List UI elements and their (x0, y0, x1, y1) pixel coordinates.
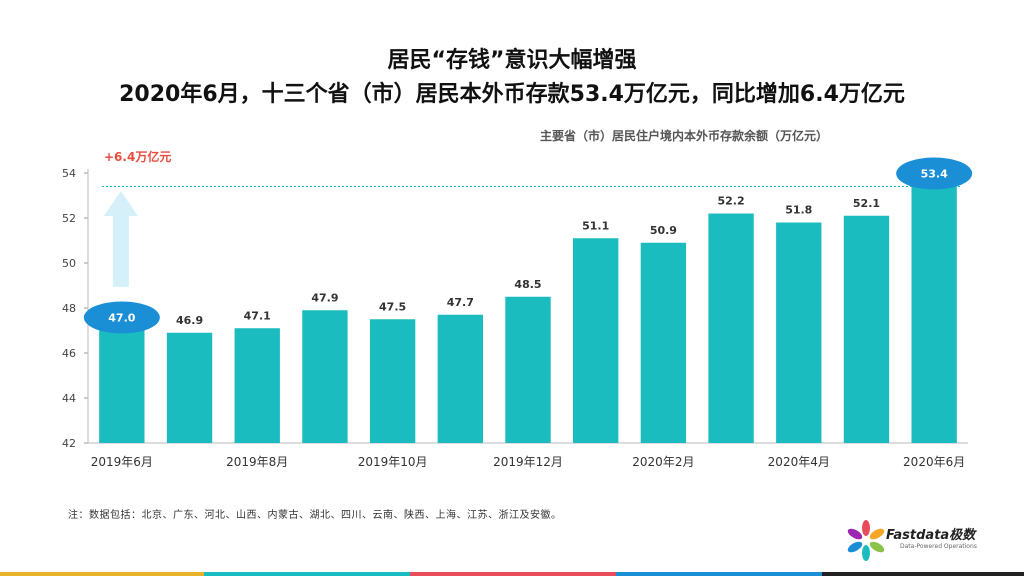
x-tick-label: 2019年6月 (91, 455, 153, 469)
bar (708, 213, 754, 443)
bar (573, 238, 619, 443)
y-tick-label: 50 (62, 257, 76, 270)
y-tick-label: 42 (62, 437, 76, 450)
value-highlight-bubble (83, 301, 160, 334)
bar (234, 328, 280, 443)
stripe-segment (204, 572, 410, 576)
bar-chart: 42 44 46 48 50 52 54 +6.4万亿元 47.0 2019年6月 46.9 47.1… (62, 149, 973, 469)
bar (911, 186, 957, 443)
y-tick-label: 52 (62, 212, 76, 225)
bar-value-label: 47.9 (311, 291, 338, 304)
bar-value-label: 47.5 (379, 300, 406, 313)
bar-value-label: 47.7 (447, 296, 474, 309)
value-highlight-bubble (896, 157, 973, 190)
chart-subtitle: 主要省（市）居民住户境内本外币存款余额（万亿元） (540, 129, 829, 143)
y-tick-label: 46 (62, 347, 76, 360)
y-tick-label: 54 (62, 167, 76, 180)
bar (302, 310, 348, 443)
bar (505, 296, 551, 443)
bar-value-label: 52.2 (718, 195, 745, 208)
stripe-segment (0, 572, 204, 576)
bar (369, 319, 416, 443)
x-tick-label: 2019年10月 (358, 455, 428, 469)
stripe-segment (410, 572, 616, 576)
y-tick-label: 48 (62, 302, 76, 315)
page-title: 居民“存钱”意识大幅增强 (387, 48, 637, 73)
logo-tagline: Data-Powered Operations (900, 543, 977, 550)
bottom-stripes (0, 572, 1024, 576)
bar (166, 332, 213, 443)
y-tick-label: 44 (62, 392, 76, 405)
bar-value-label: 51.1 (582, 219, 609, 232)
bar-value-label: 47.1 (244, 309, 271, 322)
bar-value-label: 53.4 (921, 168, 948, 181)
logo-flower-icon (847, 520, 885, 561)
bar (437, 314, 483, 443)
x-tick-label: 2019年8月 (226, 455, 288, 469)
bar-value-label: 48.5 (514, 278, 541, 291)
logo: Fastdata极数 Data-Powered Operations (846, 518, 1016, 562)
bar (640, 242, 687, 443)
bar (776, 222, 822, 443)
x-tick-label: 2019年12月 (493, 455, 563, 469)
up-arrow-icon (103, 191, 138, 287)
bar (843, 215, 890, 443)
bar (99, 330, 145, 443)
bar-value-label: 47.0 (108, 312, 135, 325)
footnote: 注：数据包括：北京、广东、河北、山西、内蒙古、湖北、四川、云南、陕西、上海、江苏… (68, 510, 562, 521)
x-tick-label: 2020年2月 (632, 455, 694, 469)
stripe-segment (822, 572, 1024, 576)
x-tick-label: 2020年4月 (768, 455, 830, 469)
bar-value-label: 50.9 (650, 224, 677, 237)
bar-value-label: 52.1 (853, 197, 880, 210)
logo-name: Fastdata极数 (886, 528, 976, 543)
bar-value-label: 51.8 (785, 204, 812, 217)
stripe-segment (616, 572, 822, 576)
x-tick-label: 2020年6月 (903, 455, 965, 469)
page-subtitle: 2020年6月，十三个省（市）居民本外币存款53.4万亿元，同比增加6.4万亿元 (119, 82, 905, 107)
annotation-label: +6.4万亿元 (104, 149, 171, 164)
bar-value-label: 46.9 (176, 314, 203, 327)
